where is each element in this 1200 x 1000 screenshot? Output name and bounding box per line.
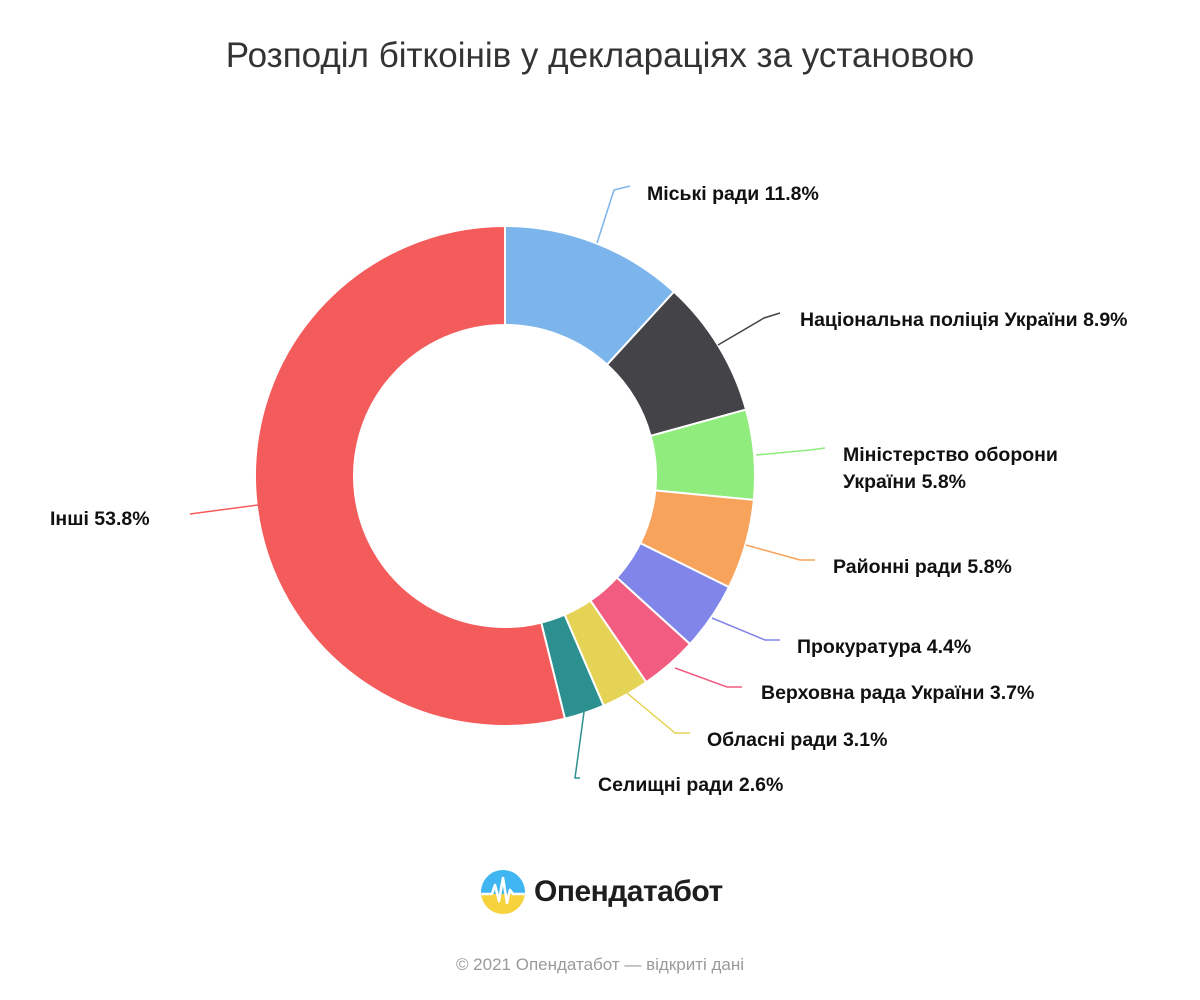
slice-8-label-line: Інші 53.8% [50,508,150,530]
brand-name: Опендатабот [534,875,723,908]
slice-0-label-line: Міські ради 11.8% [647,183,819,205]
slice-1-label: Національна поліція України 8.9% [800,309,1128,331]
slice-6-label-line: Обласні ради 3.1% [707,729,887,751]
slice-8-connector [189,504,259,515]
slice-3-connector [745,544,815,561]
slice-2-label-line: України 5.8% [843,471,966,493]
slice-7-label-line: Селищні ради 2.6% [598,774,783,796]
slice-3-label: Районні ради 5.8% [833,556,1012,578]
slice-7-connector [574,711,585,779]
slice-2-label: Міністерство оборони України 5.8% [843,444,1058,493]
slice-8-label: Інші 53.8% [50,508,150,530]
slice-5-label-line: Верховна рада України 3.7% [761,682,1034,704]
slice-5-label: Верховна рада України 3.7% [761,682,1034,704]
slice-1-connector [717,312,781,346]
labels-layer: Міські ради 11.8% Національна поліція Укр… [50,183,1128,796]
slice-7-label: Селищні ради 2.6% [598,774,783,796]
slice-3-label-line: Районні ради 5.8% [833,556,1012,578]
slice-8[interactable] [254,224,567,727]
slice-6-label: Обласні ради 3.1% [707,729,887,751]
slice-4-label-line: Прокуратура 4.4% [797,636,971,658]
slice-4-connector [711,617,780,641]
slice-1-label-line: Національна поліція України 8.9% [800,309,1128,331]
slice-0-connector [596,185,631,244]
slice-0-label: Міські ради 11.8% [647,183,819,205]
slice-6-connector [626,692,690,734]
slice-2-connector [755,447,826,456]
brand: Опендатабот [480,868,723,916]
page-title: Розподіл біткоінів у деклараціях за уста… [225,36,975,75]
slices-layer [254,224,756,727]
footer-note: © 2021 Опендатабот — відкриті дані [455,955,745,974]
slice-4-label: Прокуратура 4.4% [797,636,971,658]
slice-5-connector [674,667,742,688]
connectors-layer [189,185,826,779]
slice-2-label-line: Міністерство оборони [843,444,1058,466]
opendatabot-logo-icon [481,870,525,914]
